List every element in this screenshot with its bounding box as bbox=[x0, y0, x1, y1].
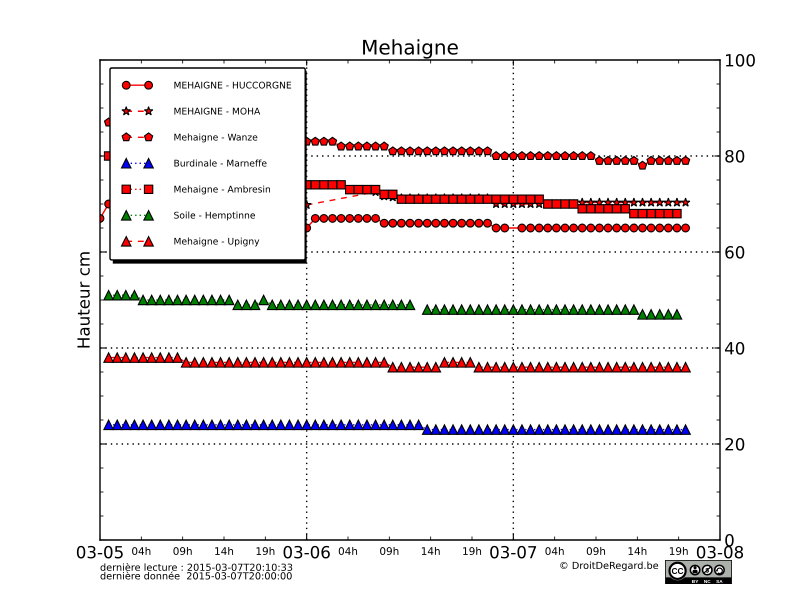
svg-text:NC: NC bbox=[704, 579, 711, 584]
svg-text:$: $ bbox=[705, 567, 709, 574]
svg-text:CC: CC bbox=[672, 566, 684, 576]
svg-text:BY: BY bbox=[692, 579, 699, 584]
svg-text:SA: SA bbox=[716, 579, 723, 584]
